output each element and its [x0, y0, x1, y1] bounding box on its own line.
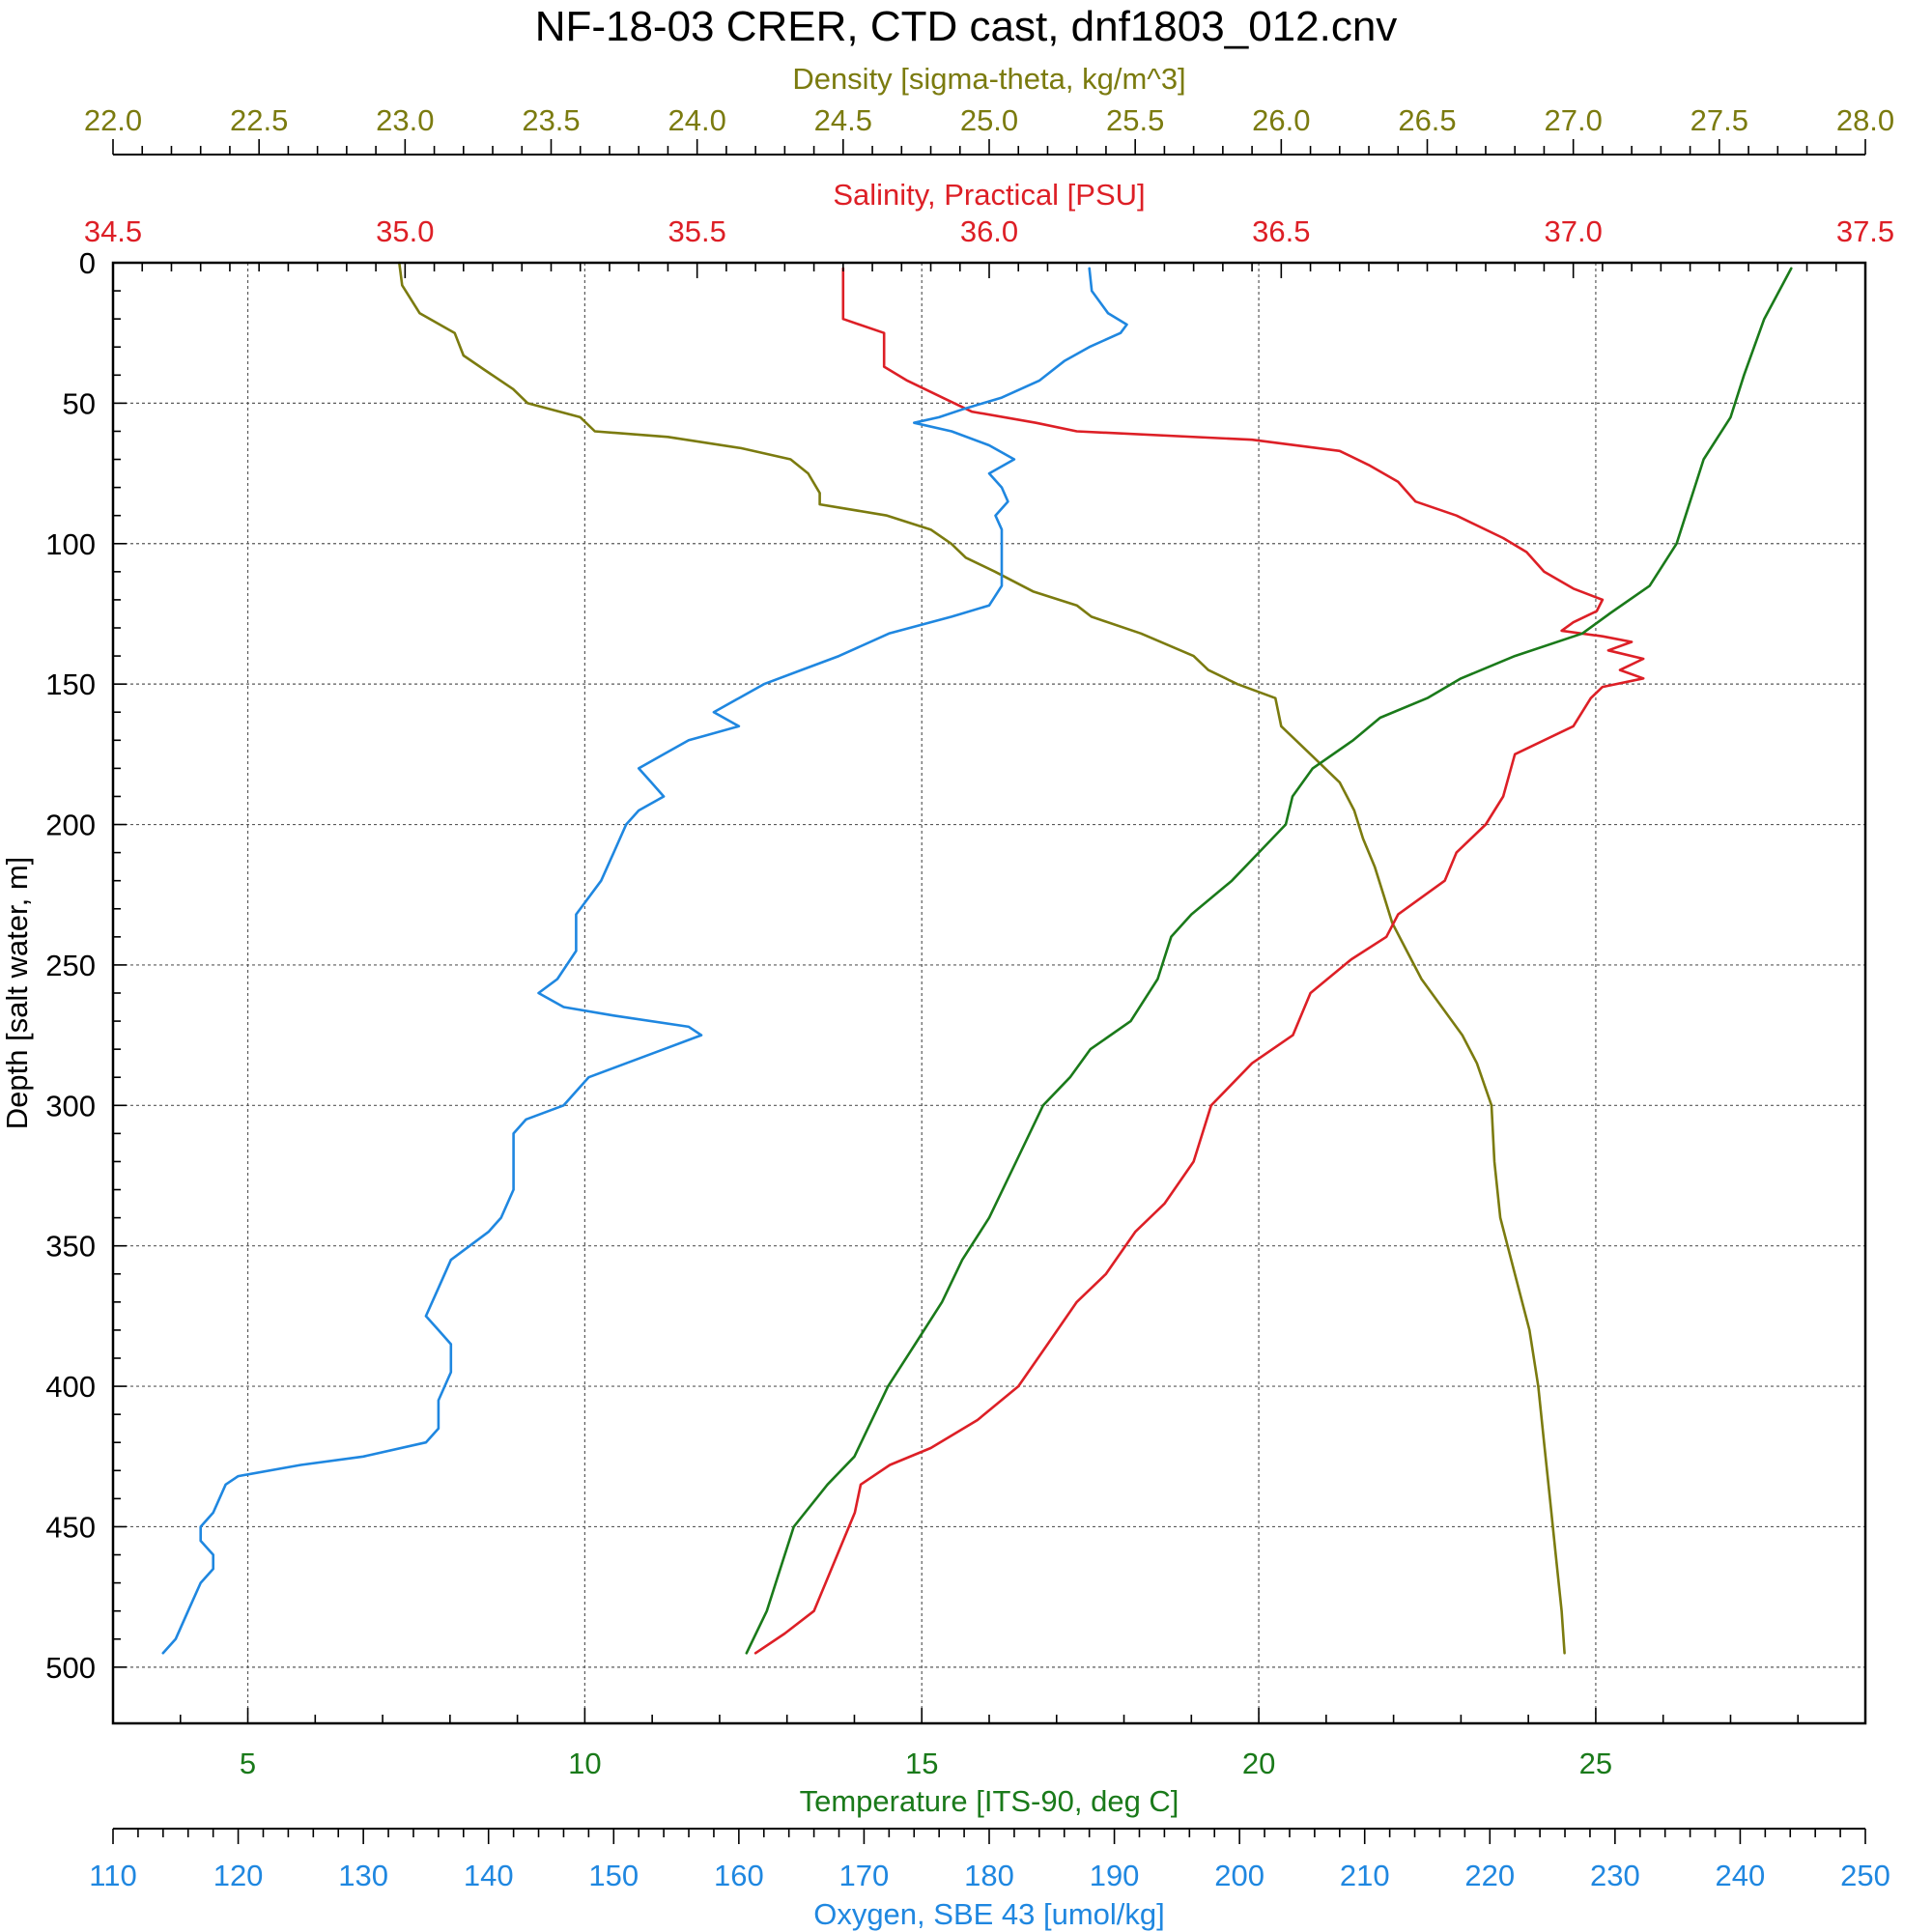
tick-label-depth: 200 — [45, 809, 96, 842]
tick-label-depth: 150 — [45, 668, 96, 701]
tick-label-salinity: 35.0 — [376, 214, 434, 248]
tick-label-oxygen: 140 — [464, 1859, 514, 1892]
tick-label-oxygen: 190 — [1090, 1859, 1140, 1892]
tick-label-depth: 250 — [45, 949, 96, 982]
tick-label-temperature: 10 — [568, 1747, 601, 1780]
y-axis-label: Depth [salt water, m] — [0, 857, 34, 1130]
tick-label-oxygen: 250 — [1840, 1859, 1890, 1892]
tick-label-salinity: 36.0 — [960, 214, 1018, 248]
tick-label-salinity: 35.5 — [668, 214, 725, 248]
tick-label-oxygen: 160 — [714, 1859, 764, 1892]
tick-label-temperature: 5 — [240, 1747, 256, 1780]
tick-label-depth: 50 — [63, 386, 96, 420]
tick-label-depth: 300 — [45, 1089, 96, 1122]
plot-frame — [111, 261, 1867, 1725]
series-line-salinity — [753, 267, 1645, 1655]
tick-label-depth: 400 — [45, 1370, 96, 1404]
tick-label-oxygen: 200 — [1214, 1859, 1264, 1892]
series-line-temperature — [745, 267, 1793, 1655]
tick-label-depth: 350 — [45, 1230, 96, 1264]
tick-label-depth: 100 — [45, 527, 96, 561]
tick-label-temperature: 20 — [1242, 1747, 1275, 1780]
tick-label-density: 23.0 — [376, 103, 434, 137]
tick-label-density: 25.0 — [960, 103, 1018, 137]
axis-label-temperature: Temperature [ITS-90, deg C] — [800, 1784, 1179, 1818]
tick-label-oxygen: 240 — [1716, 1859, 1766, 1892]
axis-label-salinity: Salinity, Practical [PSU] — [833, 178, 1145, 212]
tick-label-depth: 0 — [79, 246, 96, 280]
tick-label-density: 26.0 — [1252, 103, 1310, 137]
tick-label-depth: 450 — [45, 1510, 96, 1544]
tick-label-oxygen: 230 — [1590, 1859, 1640, 1892]
tick-label-density: 27.0 — [1544, 103, 1602, 137]
tick-label-density: 22.0 — [84, 103, 142, 137]
tick-label-density: 25.5 — [1106, 103, 1164, 137]
tick-label-oxygen: 120 — [213, 1859, 264, 1892]
tick-label-density: 26.5 — [1398, 103, 1456, 137]
tick-label-temperature: 25 — [1579, 1747, 1612, 1780]
tick-label-oxygen: 170 — [839, 1859, 890, 1892]
tick-label-oxygen: 180 — [964, 1859, 1014, 1892]
axis-label-oxygen: Oxygen, SBE 43 [umol/kg] — [813, 1897, 1165, 1931]
plot-traces — [161, 261, 1793, 1655]
tick-label-salinity: 37.5 — [1836, 214, 1894, 248]
tick-label-oxygen: 110 — [89, 1859, 136, 1892]
tick-label-density: 24.5 — [814, 103, 872, 137]
plot-grid — [113, 263, 1865, 1723]
tick-label-density: 27.5 — [1690, 103, 1748, 137]
tick-label-salinity: 36.5 — [1252, 214, 1310, 248]
tick-label-temperature: 15 — [905, 1747, 938, 1780]
plot-axes: 0 50 100 150 200 250 300 350 400 450 500 Depth [sal… — [0, 62, 1894, 1931]
series-line-oxygen — [161, 267, 1128, 1655]
tick-label-salinity: 34.5 — [84, 214, 142, 248]
tick-label-oxygen: 210 — [1340, 1859, 1390, 1892]
tick-label-density: 28.0 — [1836, 103, 1894, 137]
tick-label-oxygen: 220 — [1464, 1859, 1515, 1892]
axis-label-density: Density [sigma-theta, kg/m^3] — [792, 62, 1185, 96]
tick-label-depth: 500 — [45, 1651, 96, 1685]
chart-title: NF-18-03 CRER, CTD cast, dnf1803_012.cnv — [535, 3, 1398, 50]
tick-label-oxygen: 150 — [588, 1859, 639, 1892]
tick-label-oxygen: 130 — [338, 1859, 388, 1892]
tick-label-density: 24.0 — [668, 103, 725, 137]
series-line-density — [397, 261, 1566, 1655]
tick-label-density: 22.5 — [230, 103, 288, 137]
tick-label-salinity: 37.0 — [1544, 214, 1602, 248]
tick-label-density: 23.5 — [522, 103, 580, 137]
